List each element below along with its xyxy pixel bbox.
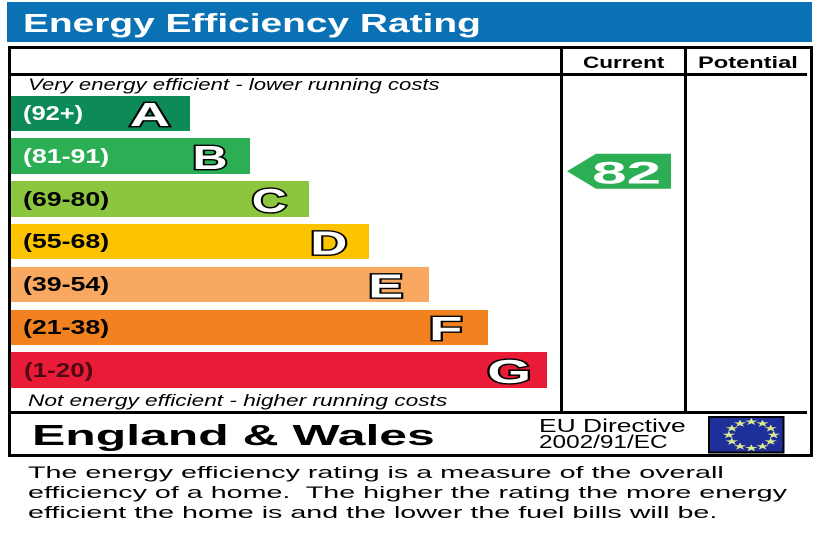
svg-text:B: B [192, 139, 227, 176]
svg-text:F: F [429, 310, 462, 347]
svg-text:C: C [252, 182, 287, 219]
svg-text:E: E [368, 269, 403, 305]
svg-text:D: D [310, 225, 347, 262]
svg-text:82: 82 [592, 155, 661, 190]
svg-text:A: A [130, 96, 171, 133]
svg-text:G: G [487, 353, 531, 390]
